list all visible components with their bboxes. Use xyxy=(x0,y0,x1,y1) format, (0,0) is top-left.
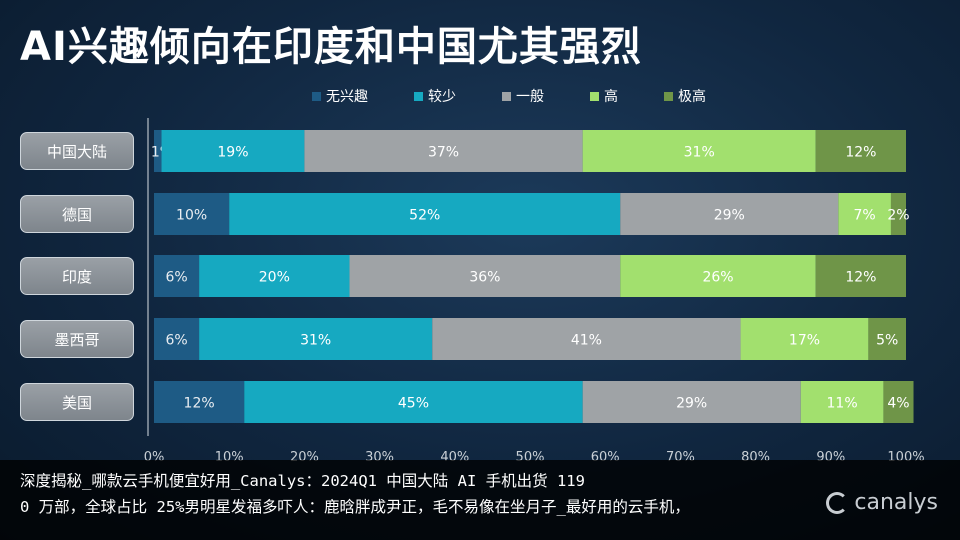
data-label-row1-series1: 52% xyxy=(409,208,440,224)
bar-row0-series2 xyxy=(304,130,583,172)
data-label-row0-series2: 37% xyxy=(428,145,459,161)
canalys-logo: canalys xyxy=(826,490,938,515)
bar-row1-series0 xyxy=(154,193,230,235)
canalys-logo-text: canalys xyxy=(854,490,938,515)
legend-label-none: 无兴趣 xyxy=(326,89,368,105)
bar-row4-series0 xyxy=(154,381,245,423)
legend-item-medium: 一般 xyxy=(502,86,544,106)
data-label-row0-series1: 19% xyxy=(217,145,248,161)
bar-row3-series4 xyxy=(868,318,906,360)
bar-row2-series1 xyxy=(199,255,350,297)
legend-swatch-low xyxy=(414,91,423,101)
data-label-row4-series3: 11% xyxy=(827,396,858,412)
caption-overlay: 深度揭秘_哪款云手机便宜好用_Canalys：2024Q1 中国大陆 AI 手机… xyxy=(0,460,960,540)
legend-label-medium: 一般 xyxy=(516,89,544,105)
legend-item-high: 高 xyxy=(590,86,618,106)
legend-item-low: 较少 xyxy=(414,86,456,106)
bar-row1-series1 xyxy=(229,193,621,235)
bar-row3-series2 xyxy=(432,318,741,360)
bar-row4-series1 xyxy=(244,381,583,423)
category-label-china: 中国大陆 xyxy=(20,132,134,170)
legend-item-none: 无兴趣 xyxy=(312,86,368,106)
data-label-row0-series4: 12% xyxy=(845,145,876,161)
data-label-row4-series0: 12% xyxy=(184,396,215,412)
data-label-row4-series2: 29% xyxy=(676,396,707,412)
legend-label-high: 高 xyxy=(604,89,618,105)
category-label-germany: 德国 xyxy=(20,195,134,233)
bar-row1-series4 xyxy=(890,193,906,235)
caption-text: 深度揭秘_哪款云手机便宜好用_Canalys：2024Q1 中国大陆 AI 手机… xyxy=(20,468,820,520)
bar-row4-series2 xyxy=(582,381,801,423)
bar-row3-series0 xyxy=(154,318,200,360)
data-label-row2-series2: 36% xyxy=(469,270,500,286)
bar-row2-series2 xyxy=(349,255,621,297)
caption-line-2: 0 万部，全球占比 25%男明星发福多吓人：鹿晗胖成尹正，毛不易像在坐月子_最好… xyxy=(20,498,690,516)
data-label-row1-series2: 29% xyxy=(714,208,745,224)
bar-row0-series3 xyxy=(582,130,816,172)
chart-title: AI兴趣倾向在印度和中国尤其强烈 xyxy=(20,24,642,70)
caption-line-1: 深度揭秘_哪款云手机便宜好用_Canalys：2024Q1 中国大陆 AI 手机… xyxy=(20,472,585,490)
bar-row0-series1 xyxy=(161,130,305,172)
data-label-row2-series1: 20% xyxy=(259,270,290,286)
data-label-row1-series3: 7% xyxy=(854,208,876,224)
canalys-logo-icon xyxy=(826,491,849,514)
bar-row1-series3 xyxy=(838,193,891,235)
legend-swatch-none xyxy=(312,91,321,101)
bar-row4-series4 xyxy=(883,381,914,423)
bar-row2-series0 xyxy=(154,255,200,297)
data-label-row1-series0: 10% xyxy=(176,208,207,224)
bar-row3-series1 xyxy=(199,318,433,360)
category-label-india: 印度 xyxy=(20,257,134,295)
data-label-row3-series4: 5% xyxy=(876,333,898,349)
category-label-usa: 美国 xyxy=(20,383,134,421)
data-label-row2-series4: 12% xyxy=(845,270,876,286)
bar-row1-series2 xyxy=(620,193,839,235)
legend-swatch-medium xyxy=(502,91,511,101)
data-label-row3-series1: 31% xyxy=(300,333,331,349)
data-label-row2-series3: 26% xyxy=(702,270,733,286)
legend-label-very-high: 极高 xyxy=(678,89,706,105)
bar-row0-series0 xyxy=(154,130,162,172)
data-label-row4-series1: 45% xyxy=(398,396,429,412)
data-label-row2-series0: 6% xyxy=(165,270,187,286)
legend-label-low: 较少 xyxy=(428,89,456,105)
data-label-row4-series4: 4% xyxy=(887,396,909,412)
legend-swatch-high xyxy=(590,91,599,101)
data-label-row1-series4: 2% xyxy=(887,208,909,224)
legend-item-very-high: 极高 xyxy=(664,86,706,106)
bar-row2-series4 xyxy=(815,255,906,297)
legend-swatch-very-high xyxy=(664,91,673,101)
data-label-row3-series0: 6% xyxy=(165,333,187,349)
bar-row4-series3 xyxy=(800,381,884,423)
bar-row2-series3 xyxy=(620,255,816,297)
data-label-row0-series3: 31% xyxy=(684,145,715,161)
data-label-row3-series3: 17% xyxy=(789,333,820,349)
bar-row0-series4 xyxy=(815,130,906,172)
chart-legend: 无兴趣 较少 一般 高 极高 xyxy=(312,86,752,106)
bar-row3-series3 xyxy=(740,318,869,360)
data-label-row3-series2: 41% xyxy=(571,333,602,349)
category-label-mexico: 墨西哥 xyxy=(20,320,134,358)
